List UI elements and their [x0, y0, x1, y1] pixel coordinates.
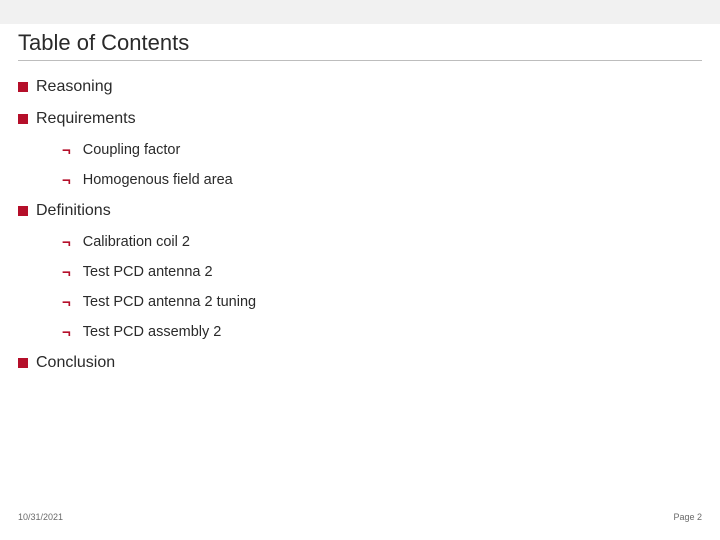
- corner-bullet-icon: ¬: [62, 325, 71, 340]
- toc-subitem-label: Coupling factor: [83, 142, 181, 158]
- corner-bullet-icon: ¬: [62, 265, 71, 280]
- toc-subitem-test-pcd-assembly: ¬ Test PCD assembly 2: [62, 324, 702, 340]
- header-bar: [0, 0, 720, 24]
- toc-item-label: Reasoning: [36, 78, 113, 96]
- title-underline: [18, 60, 702, 61]
- toc-subitem-test-pcd-antenna-tuning: ¬ Test PCD antenna 2 tuning: [62, 294, 702, 310]
- toc-item-label: Definitions: [36, 202, 111, 220]
- toc-subitem-label: Test PCD antenna 2 tuning: [83, 294, 256, 310]
- corner-bullet-icon: ¬: [62, 173, 71, 188]
- toc-item-label: Conclusion: [36, 354, 115, 372]
- toc-item-definitions: Definitions: [18, 202, 702, 220]
- toc-subitem-label: Test PCD antenna 2: [83, 264, 213, 280]
- corner-bullet-icon: ¬: [62, 143, 71, 158]
- corner-bullet-icon: ¬: [62, 235, 71, 250]
- footer-page: Page 2: [673, 512, 702, 522]
- toc-item-conclusion: Conclusion: [18, 354, 702, 372]
- toc-item-requirements: Requirements: [18, 110, 702, 128]
- square-bullet-icon: [18, 82, 28, 92]
- toc-item-reasoning: Reasoning: [18, 78, 702, 96]
- toc-item-label: Requirements: [36, 110, 136, 128]
- page-title: Table of Contents: [18, 30, 189, 56]
- toc-subitem-calibration-coil: ¬ Calibration coil 2: [62, 234, 702, 250]
- toc-subitem-label: Calibration coil 2: [83, 234, 190, 250]
- toc-subitem-label: Test PCD assembly 2: [83, 324, 222, 340]
- corner-bullet-icon: ¬: [62, 295, 71, 310]
- toc-subitem-homogenous-field: ¬ Homogenous field area: [62, 172, 702, 188]
- square-bullet-icon: [18, 358, 28, 368]
- toc-content: Reasoning Requirements ¬ Coupling factor…: [18, 74, 702, 386]
- footer-date: 10/31/2021: [18, 512, 63, 522]
- toc-subitem-coupling-factor: ¬ Coupling factor: [62, 142, 702, 158]
- slide: Table of Contents Reasoning Requirements…: [0, 0, 720, 540]
- square-bullet-icon: [18, 206, 28, 216]
- toc-subitem-label: Homogenous field area: [83, 172, 233, 188]
- square-bullet-icon: [18, 114, 28, 124]
- toc-subitem-test-pcd-antenna: ¬ Test PCD antenna 2: [62, 264, 702, 280]
